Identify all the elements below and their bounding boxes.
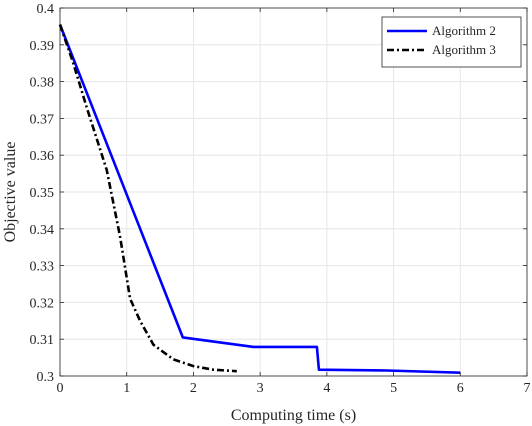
series-line-2: [58, 24, 237, 373]
x-tick-label: 1: [123, 381, 130, 396]
y-tick-label: 0.32: [30, 296, 55, 311]
y-tick-label: 0.31: [30, 333, 55, 348]
y-tick-label: 0.38: [30, 76, 55, 91]
y-tick-label: 0.39: [30, 39, 55, 54]
legend-box: [381, 16, 522, 68]
x-tick-label: 0: [57, 381, 64, 396]
legend: Algorithm 2 Algorithm 3: [381, 16, 522, 68]
x-tick-label: 3: [257, 381, 264, 396]
x-tick-label: 6: [457, 381, 464, 396]
x-tick-label: 4: [323, 381, 330, 396]
x-axis-label: Computing time (s): [231, 407, 356, 424]
x-tick-label: 5: [390, 381, 397, 396]
y-tick-label: 0.37: [30, 112, 55, 127]
y-tick-label: 0.33: [30, 260, 55, 275]
legend-label-2: Algorithm 3: [432, 42, 496, 57]
y-axis-label: Objective value: [2, 142, 19, 243]
series-line-1: [58, 24, 461, 374]
y-tick-label: 0.34: [30, 223, 55, 238]
x-axis-ticks: 0 1 2 3 4 5 6 7: [57, 8, 531, 396]
x-tick-label: 7: [524, 381, 531, 396]
y-tick-label: 0.36: [30, 149, 55, 164]
x-tick-label: 2: [190, 381, 197, 396]
y-tick-label: 0.4: [37, 2, 55, 17]
legend-label-1: Algorithm 2: [432, 23, 496, 38]
series-layer: [58, 24, 461, 374]
y-axis-ticks: 0.3 0.31 0.32 0.33 0.34 0.35 0.36 0.37 0.38 0.39 0…: [30, 2, 527, 385]
y-tick-label: 0.3: [37, 370, 55, 385]
y-tick-label: 0.35: [30, 186, 55, 201]
